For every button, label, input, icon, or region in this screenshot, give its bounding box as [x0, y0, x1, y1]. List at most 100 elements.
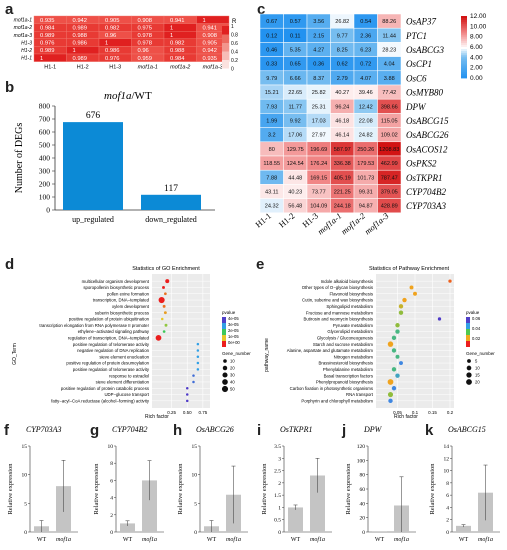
panel-e-point [398, 310, 404, 315]
qpcr-y-tick-label: 10 [192, 473, 198, 479]
heatmap-c-cell-value: 1208.83 [379, 147, 399, 153]
panel-e-point [448, 279, 452, 283]
panel-e-legend-color-swatch [466, 329, 470, 335]
panel-d-plot-area [152, 274, 210, 408]
heatmap-c-cell-value: 196.69 [310, 147, 327, 153]
heatmap-c-cell-value: 15.21 [265, 90, 279, 96]
panel-e-ylabel: pathway_name [264, 338, 270, 372]
qpcr-y-tick-label: 0 [194, 530, 197, 536]
panel-b-y-tick-label: 800 [39, 102, 51, 111]
panel-d-xlabel: Rich factor [145, 414, 169, 420]
heatmap-a-legend-tick: 0.6 [231, 41, 238, 47]
panel-e-xlabel: Rich factor [394, 414, 418, 420]
panel-e-legend-size-dot [466, 379, 472, 385]
panel-d-go-enrichment: Statistics of GO Enrichment GO_Term Rich… [12, 266, 251, 420]
heatmap-a-legend-swatch [222, 60, 229, 69]
heatmap-a-legend-tick: 0.8 [231, 33, 238, 39]
heatmap-c-cell-value: 99.31 [359, 190, 373, 196]
heatmap-c-colorbar-segment [461, 71, 467, 75]
panel-e-term-label: Basal transcription factors [324, 373, 373, 378]
heatmap-c-cell-value: 4.04 [384, 62, 395, 68]
panel-e-title: Statistics of Pathway Enrichment [369, 266, 450, 272]
qpcr-category-label: mof1a [478, 536, 493, 543]
qpcr-bar [142, 480, 157, 532]
panel-e-point [395, 373, 400, 378]
heatmap-a-cell-value: 1 [170, 33, 173, 39]
panel-d-point [196, 361, 200, 365]
heatmap-c-cell-value: 0.36 [313, 62, 324, 68]
heatmap-c-cell-value: 2.36 [360, 33, 371, 39]
panel-b-ylabel: Number of DEGs [14, 123, 25, 194]
heatmap-c-cell-value: 5.35 [290, 48, 301, 54]
heatmap-c-row-label: CYP704B2 [406, 187, 447, 197]
heatmap-c-cell-value: 6.66 [290, 76, 301, 82]
panel-d-term-label: negative regulation of DNA replication [77, 348, 150, 353]
heatmap-a-row-label: H1-2 [21, 48, 32, 54]
qpcr-y-tick-label: 0 [362, 530, 365, 536]
panel-b-y-tick-label: 600 [39, 128, 51, 137]
panel-e-point [413, 291, 417, 296]
panel-d-point [163, 311, 167, 315]
heatmap-c-cell-value: 1.99 [266, 119, 277, 125]
heatmap-a-cell-value: 0.96 [138, 48, 149, 54]
panel-d-term-label: pollen exine formation [107, 291, 150, 296]
panel-e-term-label: Indole alkaloid biosynthesis [321, 279, 373, 284]
panel-d-point [158, 296, 165, 304]
heatmap-c-colorbar-segment [461, 63, 467, 66]
panel-e-point [399, 361, 403, 366]
heatmap-c-cell-value: 7.88 [266, 175, 277, 181]
panel-d-x-tick-label: 0.25 [167, 410, 176, 415]
panel-d-point [196, 355, 200, 359]
panel-d-term-label: UDP−glucose transport [104, 392, 149, 397]
panel-d-term-label: fatty−acyl−CoA reductase (alcohol−formin… [51, 398, 150, 403]
qpcr-ylabel: Relative expression [429, 463, 436, 515]
heatmap-c-colorbar-tick: 8.00 [470, 34, 483, 41]
heatmap-a-cell-value: 0.975 [138, 25, 153, 31]
heatmap-c-cell-value: 22.08 [359, 119, 373, 125]
heatmap-c-cell-value: 44.48 [288, 175, 302, 181]
panel-label-k: k [425, 422, 434, 439]
panel-d-term-label: suberin biosynthetic process [95, 310, 149, 315]
heatmap-c-cell-value: 0.46 [266, 48, 277, 54]
qpcr-y-tick-label: 120 [357, 444, 366, 450]
qpcr-y-tick-label: 15 [22, 444, 28, 450]
panel-d-title: Statistics of GO Enrichment [132, 266, 200, 272]
panel-d-legend-size-dot [222, 379, 228, 385]
heatmap-c-cell-value: 6.23 [360, 48, 371, 54]
qpcr-panel-f: CYP703A3 Relative expression 0 5 10 15 WT mof1a [7, 425, 78, 543]
heatmap-c-row-label: OsABCG26 [406, 130, 449, 140]
qpcr-category-label: WT [375, 537, 385, 543]
heatmap-c-colorbar-segment [461, 34, 467, 38]
heatmap-c-cell-value: 115.05 [381, 119, 398, 125]
heatmap-c-colorbar-segment [461, 61, 467, 64]
panel-d-x-tick-label: 0.50 [183, 410, 192, 415]
panel-e-point [387, 379, 394, 385]
panel-d-legend-color-swatch [222, 341, 226, 347]
panel-e-legend-color-swatch [466, 341, 470, 347]
panel-d-legend-size-title: Gene_number [222, 351, 251, 356]
heatmap-a-cell-value: 0.988 [73, 33, 88, 39]
panel-d-legend-color-swatch [222, 335, 226, 341]
heatmap-c-row-label: DPW [405, 102, 427, 112]
heatmap-c-col-label: mof1a-1 [315, 211, 343, 237]
panel-e-point [391, 335, 397, 341]
heatmap-c-col-label: H1-1 [254, 211, 273, 230]
heatmap-c-cell-value: 94.87 [359, 204, 373, 210]
heatmap-c-cell-value: 17.03 [312, 119, 326, 125]
qpcr-y-tick-label: 4 [110, 496, 113, 502]
heatmap-c-colorbar-segment [461, 30, 467, 33]
panel-e-legend-size-dot [467, 359, 471, 363]
heatmap-c-colorbar-tick: 12.00 [470, 13, 487, 20]
heatmap-c-cell-value: 462.99 [381, 161, 398, 167]
qpcr-ylabel: Relative expression [7, 463, 14, 515]
heatmap-c-cell-value: 405.19 [334, 175, 351, 181]
heatmap-c-cell-value: 46.14 [335, 133, 349, 139]
qpcr-title: OsTKPR1 [280, 425, 312, 434]
panel-d-point [196, 342, 200, 346]
panel-d-legend-size-tick: 50 [230, 387, 235, 392]
heatmap-a-cell [163, 31, 197, 40]
panel-label-h: h [173, 422, 183, 439]
qpcr-y-tick-label: 1.5 [274, 493, 281, 499]
heatmap-c-colorbar-segment [461, 67, 467, 71]
qpcr-y-tick-label: 8 [446, 481, 449, 487]
